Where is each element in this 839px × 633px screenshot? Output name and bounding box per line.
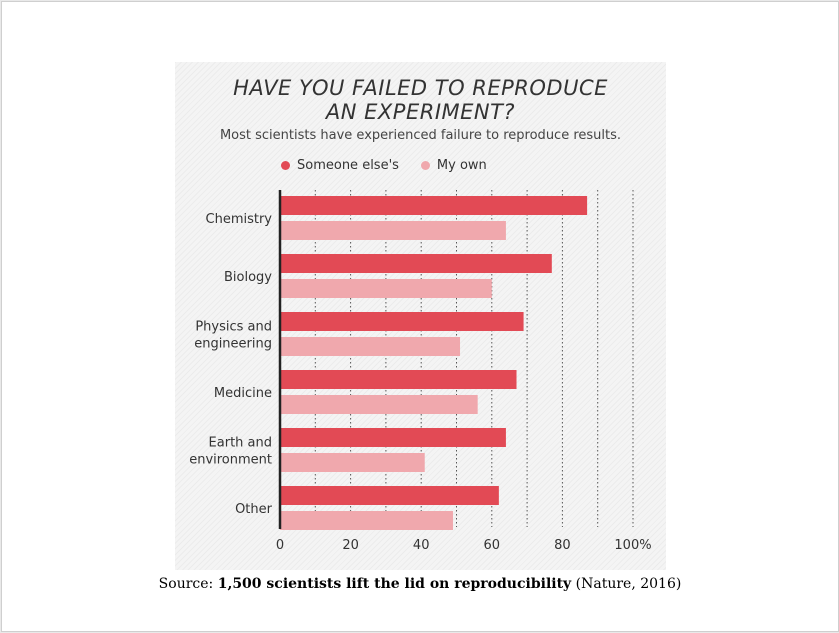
category-label: Physics and [195,320,272,335]
x-tick-label: 20 [342,538,359,553]
bar-my-own [280,395,478,414]
source-caption: Source: 1,500 scientists lift the lid on… [2,576,838,592]
chart-title-line-1: HAVE YOU FAILED TO REPRODUCE [233,76,608,100]
x-tick-label: 0 [276,538,284,553]
source-suffix: (Nature, 2016) [571,576,682,592]
category-label: Chemistry [206,212,273,227]
bar-my-own [280,453,425,472]
category-label: Medicine [214,386,272,401]
bar-my-own [280,337,461,356]
chart-legend: Someone else's My own [281,158,509,173]
bar-someone-else [280,254,552,273]
bar-chart: Chemistry Biology Physics and engineering Me… [189,190,652,553]
x-tick-label: 80 [554,538,571,553]
category-label: engineering [194,337,272,352]
category-label: Biology [224,270,272,285]
category-label: Earth and [209,436,272,451]
chart-title-line-2: AN EXPERIMENT? [325,100,516,124]
bar-someone-else [280,196,588,215]
legend-item-my-own: My own [420,158,487,173]
category-label: Other [235,502,273,517]
category-label: environment [189,453,272,468]
bar-my-own [280,511,453,530]
source-article-title: 1,500 scientists lift the lid on reprodu… [217,576,572,592]
legend-label-someone-else: Someone else's [297,158,399,173]
bar-someone-else [280,428,506,447]
bar-someone-else [280,312,524,331]
x-tick-label: 60 [484,538,501,553]
legend-swatch-my-own [420,161,430,170]
chart-panel: HAVE YOU FAILED TO REPRODUCE AN EXPERIME… [175,62,666,570]
bar-my-own [280,279,492,298]
x-tick-label: 100% [614,538,651,553]
legend-label-my-own: My own [436,158,487,173]
bar-someone-else [280,486,499,505]
x-tick-label: 40 [413,538,430,553]
bar-someone-else [280,370,517,389]
legend-swatch-someone-else [281,161,290,170]
legend-item-someone-else: Someone else's [281,158,399,173]
source-prefix: Source: [158,576,218,592]
chart-subtitle: Most scientists have experienced failure… [219,128,622,143]
bar-my-own [280,221,506,240]
